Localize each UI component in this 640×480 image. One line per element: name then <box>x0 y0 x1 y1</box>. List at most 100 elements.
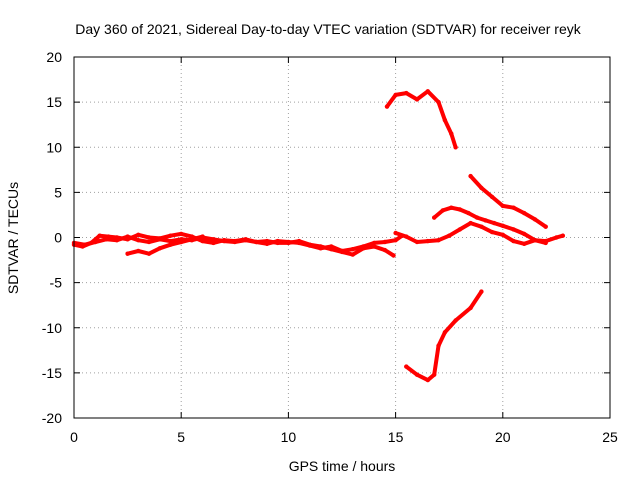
data-point <box>414 372 420 377</box>
data-point <box>136 238 141 243</box>
data-point <box>432 215 437 220</box>
data-point <box>489 229 495 235</box>
data-point <box>393 230 398 236</box>
y-tick-label: 15 <box>46 94 62 110</box>
data-point <box>492 220 497 226</box>
x-tick-label: 0 <box>70 429 78 445</box>
data-point <box>189 237 195 242</box>
data-point <box>318 246 323 251</box>
data-point <box>264 241 270 246</box>
data-point <box>500 232 505 237</box>
y-tick-label: -15 <box>42 365 62 381</box>
data-point <box>489 194 495 200</box>
data-point <box>286 239 291 245</box>
y-tick-label: 0 <box>54 230 62 246</box>
data-point <box>254 239 259 245</box>
data-point <box>500 223 505 228</box>
y-axis-label: SDTVAR / TECUs <box>5 182 21 294</box>
y-tick-label: -10 <box>42 320 62 336</box>
x-tick-label: 25 <box>602 429 618 445</box>
data-point <box>468 220 473 226</box>
x-tick-label: 5 <box>177 429 185 445</box>
x-tick-label: 10 <box>281 429 297 445</box>
data-point <box>136 248 141 254</box>
y-tick-label: 20 <box>46 49 62 65</box>
data-point <box>511 238 516 244</box>
data-point <box>146 251 152 256</box>
data-point <box>414 97 420 102</box>
x-tick-label: 15 <box>388 429 404 445</box>
data-point <box>404 234 409 239</box>
series-sat-g <box>468 173 548 229</box>
series-sat-h <box>404 289 484 383</box>
data-point <box>511 227 516 232</box>
data-point <box>179 231 184 237</box>
data-point <box>436 343 441 348</box>
y-tick-label: -20 <box>42 410 62 426</box>
data-point <box>339 248 345 254</box>
x-axis-label: GPS time / hours <box>289 458 396 474</box>
data-point <box>307 243 312 248</box>
data-series-group <box>71 89 565 383</box>
data-point <box>125 237 130 242</box>
series-sat-b <box>71 231 405 254</box>
data-point <box>414 239 420 245</box>
data-point <box>466 210 471 216</box>
data-point <box>543 224 548 229</box>
y-tick-label: 10 <box>46 139 62 155</box>
data-point <box>440 208 445 213</box>
data-point <box>425 89 430 94</box>
data-point <box>453 318 458 323</box>
data-point <box>560 233 565 238</box>
data-point <box>243 237 248 242</box>
series-sat-e <box>432 205 548 246</box>
data-point <box>532 217 538 222</box>
data-point <box>479 185 484 191</box>
data-point <box>211 240 216 246</box>
data-point <box>391 253 396 258</box>
data-point <box>543 240 548 246</box>
data-point <box>89 240 94 246</box>
data-point <box>432 372 437 377</box>
data-point <box>179 239 184 245</box>
data-point <box>232 238 237 244</box>
x-tick-labels: 0 5 10 15 20 25 <box>70 429 618 445</box>
x-tick-label: 20 <box>495 429 511 445</box>
data-point <box>372 240 377 246</box>
data-point <box>500 203 505 209</box>
series-sat-c <box>125 234 205 256</box>
data-point <box>361 244 366 249</box>
data-point <box>157 246 162 251</box>
y-tick-label: 5 <box>54 184 62 200</box>
data-point <box>449 131 454 136</box>
data-point <box>125 251 130 256</box>
data-point <box>168 238 173 244</box>
data-point <box>425 238 430 244</box>
data-point <box>483 218 488 223</box>
series-sat-f <box>384 89 458 150</box>
data-point <box>468 305 473 311</box>
data-point <box>479 289 484 294</box>
data-point <box>382 239 388 245</box>
data-point <box>384 104 390 109</box>
data-point <box>200 238 205 244</box>
data-point <box>522 210 527 216</box>
data-point <box>522 231 527 237</box>
data-point <box>425 377 430 383</box>
data-point <box>479 224 484 229</box>
data-point <box>350 247 355 252</box>
data-point <box>382 247 388 253</box>
data-point <box>442 118 448 123</box>
grid-lines <box>74 57 610 418</box>
data-point <box>114 235 120 240</box>
y-tick-label: -5 <box>50 275 63 291</box>
data-point <box>372 244 377 249</box>
data-point <box>511 205 516 210</box>
data-point <box>146 239 152 245</box>
data-point <box>97 233 102 238</box>
data-point <box>457 227 463 232</box>
data-point <box>532 238 538 243</box>
data-point <box>404 364 409 369</box>
data-point <box>136 232 141 237</box>
